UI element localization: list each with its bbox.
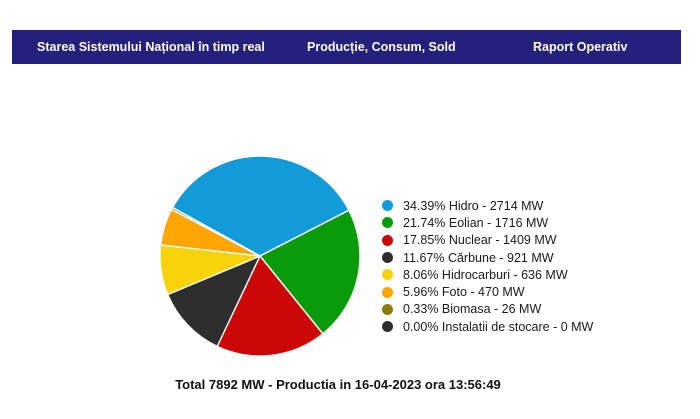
legend-label: 8.06% Hidrocarburi - 636 MW bbox=[403, 267, 568, 282]
legend-dot-icon bbox=[382, 217, 393, 229]
nav-link-raport-operativ[interactable]: Raport Operativ bbox=[533, 40, 628, 54]
legend-label: 0.00% Instalatii de stocare - 0 MW bbox=[403, 319, 594, 334]
total-production-summary: Total 7892 MW - Productia in 16-04-2023 … bbox=[175, 377, 501, 392]
legend-dot-icon bbox=[382, 286, 393, 298]
legend-item: 0.00% Instalatii de stocare - 0 MW bbox=[382, 318, 593, 335]
top-navbar: Starea Sistemului Național în timp real … bbox=[12, 30, 681, 64]
legend-item: 5.96% Foto - 470 MW bbox=[382, 283, 593, 300]
pie-legend: 34.39% Hidro - 2714 MW 21.74% Eolian - 1… bbox=[382, 197, 593, 335]
pie-chart bbox=[159, 155, 361, 357]
pie-slice-hidro bbox=[171, 155, 350, 257]
legend-label: 17.85% Nuclear - 1409 MW bbox=[403, 233, 557, 248]
legend-item: 0.33% Biomasa - 26 MW bbox=[382, 301, 593, 318]
legend-label: 5.96% Foto - 470 MW bbox=[403, 285, 525, 300]
legend-dot-icon bbox=[382, 200, 393, 212]
pie-slice-cărbune bbox=[167, 255, 261, 348]
legend-label: 0.33% Biomasa - 26 MW bbox=[403, 302, 542, 317]
legend-item: 17.85% Nuclear - 1409 MW bbox=[382, 232, 593, 249]
legend-item: 11.67% Cărbune - 921 MW bbox=[382, 249, 593, 266]
legend-dot-icon bbox=[382, 321, 393, 333]
legend-item: 8.06% Hidrocarburi - 636 MW bbox=[382, 266, 593, 283]
pie-slice-nuclear bbox=[216, 255, 324, 357]
pie-slice-eolian bbox=[259, 209, 361, 335]
legend-dot-icon bbox=[382, 252, 393, 264]
legend-label: 21.74% Eolian - 1716 MW bbox=[403, 215, 549, 230]
legend-label: 34.39% Hidro - 2714 MW bbox=[403, 198, 544, 213]
legend-label: 11.67% Cărbune - 921 MW bbox=[403, 250, 554, 265]
legend-dot-icon bbox=[382, 234, 393, 246]
pie-slice-biomasa bbox=[170, 206, 261, 257]
legend-dot-icon bbox=[382, 303, 393, 315]
legend-item: 21.74% Eolian - 1716 MW bbox=[382, 214, 593, 231]
legend-dot-icon bbox=[382, 269, 393, 281]
legend-item: 34.39% Hidro - 2714 MW bbox=[382, 197, 593, 214]
nav-link-productie-consum-sold[interactable]: Producție, Consum, Sold bbox=[307, 40, 456, 54]
nav-link-starea-sistemului[interactable]: Starea Sistemului Național în timp real bbox=[37, 40, 265, 54]
